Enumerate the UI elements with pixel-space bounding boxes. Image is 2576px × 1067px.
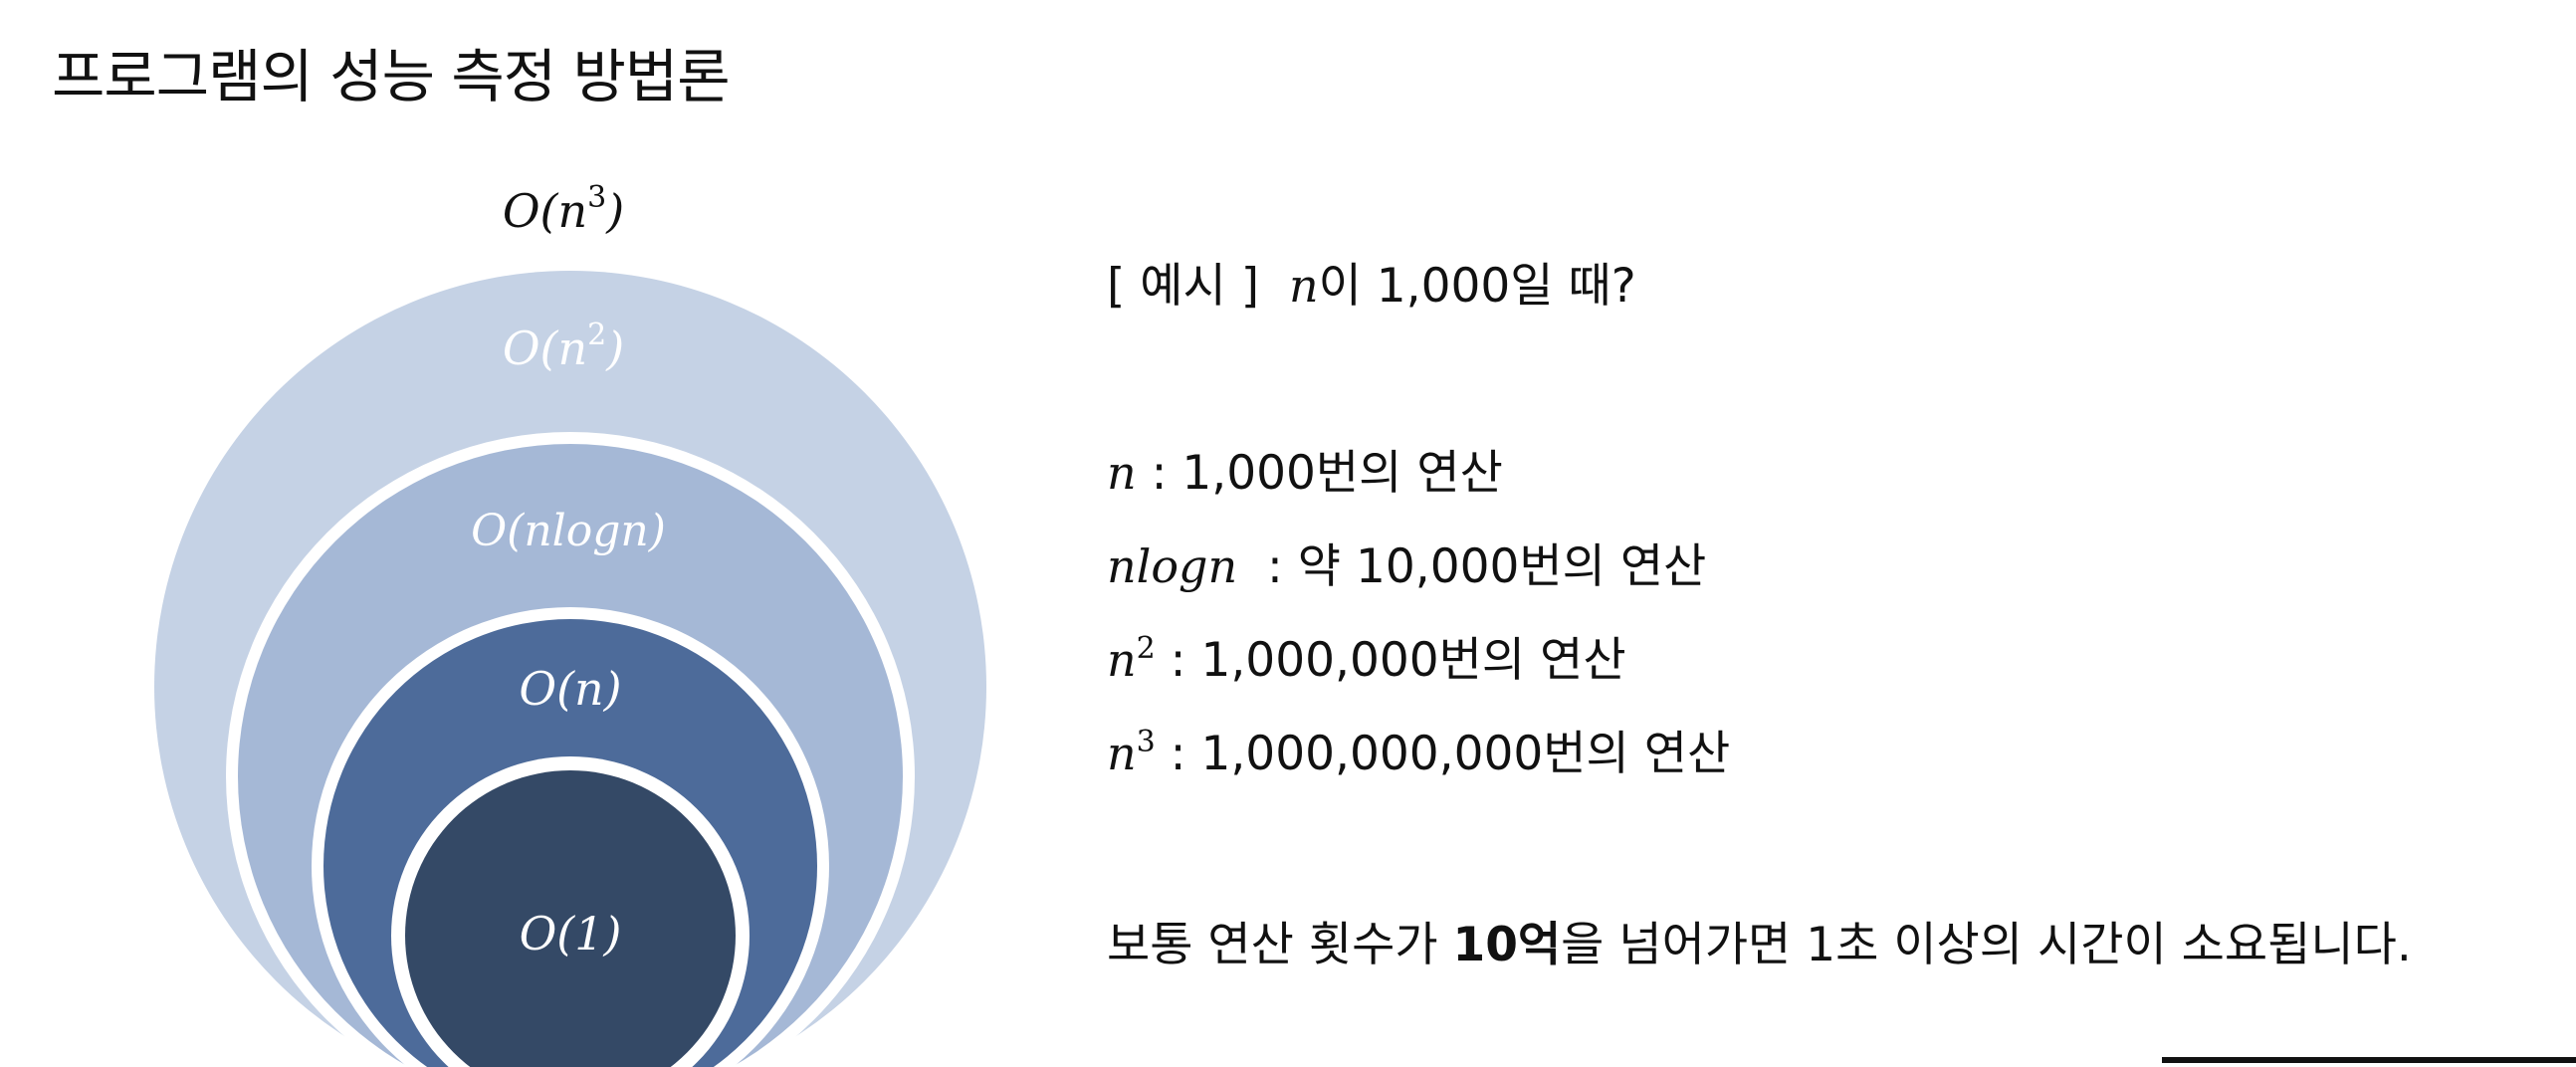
summary-before: 보통 연산 횟수가 bbox=[1107, 918, 1453, 972]
operation-separator: : bbox=[1155, 633, 1201, 688]
operation-expr: n bbox=[1107, 446, 1137, 500]
operation-separator: : bbox=[1237, 539, 1298, 594]
operation-row-nlogn: nlogn : 약 10,000번의 연산 bbox=[1107, 528, 1706, 596]
operation-expr: nlogn bbox=[1107, 539, 1238, 593]
summary-sentence: 보통 연산 횟수가 10억을 넘어가면 1초 이상의 시간이 소요됩니다. bbox=[1107, 906, 2412, 974]
operation-text: 약 10,000번의 연산 bbox=[1297, 539, 1707, 594]
explanation-panel: [ 예시 ] n이 1,000일 때? n : 1,000번의 연산 nlogn… bbox=[1107, 0, 2560, 1067]
example-question-text: 이 1,000일 때? bbox=[1318, 259, 1636, 314]
operation-row-n: n : 1,000번의 연산 bbox=[1107, 434, 1503, 503]
label-n: O(n) bbox=[519, 662, 621, 716]
operation-separator: : bbox=[1155, 727, 1201, 781]
ring-one bbox=[405, 770, 736, 1067]
operation-row-n2: n2 : 1,000,000번의 연산 bbox=[1107, 621, 1626, 690]
summary-after: 을 넘어가면 1초 이상의 시간이 소요됩니다. bbox=[1561, 918, 2412, 972]
complexity-nested-circles-diagram: O(n3) O(n2) O(nlogn) O(n) O(1) bbox=[154, 180, 986, 1067]
operation-row-n3: n3 : 1,000,000,000번의 연산 bbox=[1107, 715, 1730, 783]
operation-text: 1,000,000번의 연산 bbox=[1200, 633, 1626, 688]
label-nlogn: O(nlogn) bbox=[471, 506, 666, 556]
operation-separator: : bbox=[1136, 446, 1182, 501]
label-n3: O(n3) bbox=[503, 180, 624, 238]
bottom-divider bbox=[2162, 1057, 2576, 1063]
operation-text: 1,000,000,000번의 연산 bbox=[1200, 727, 1731, 781]
operation-exponent: 3 bbox=[1136, 725, 1156, 759]
label-n2: O(n2) bbox=[503, 318, 624, 375]
operation-exponent: 2 bbox=[1136, 631, 1156, 666]
example-variable: n bbox=[1288, 259, 1319, 313]
example-bracket-label: [ 예시 ] bbox=[1107, 259, 1260, 314]
operation-expr: n bbox=[1107, 633, 1137, 687]
operation-expr: n bbox=[1107, 727, 1137, 780]
page-title: 프로그램의 성능 측정 방법론 bbox=[52, 43, 731, 110]
label-one: O(1) bbox=[520, 907, 622, 960]
operation-text: 1,000번의 연산 bbox=[1181, 446, 1503, 501]
example-question: [ 예시 ] n이 1,000일 때? bbox=[1107, 247, 1636, 316]
summary-highlight: 10억 bbox=[1452, 918, 1562, 972]
